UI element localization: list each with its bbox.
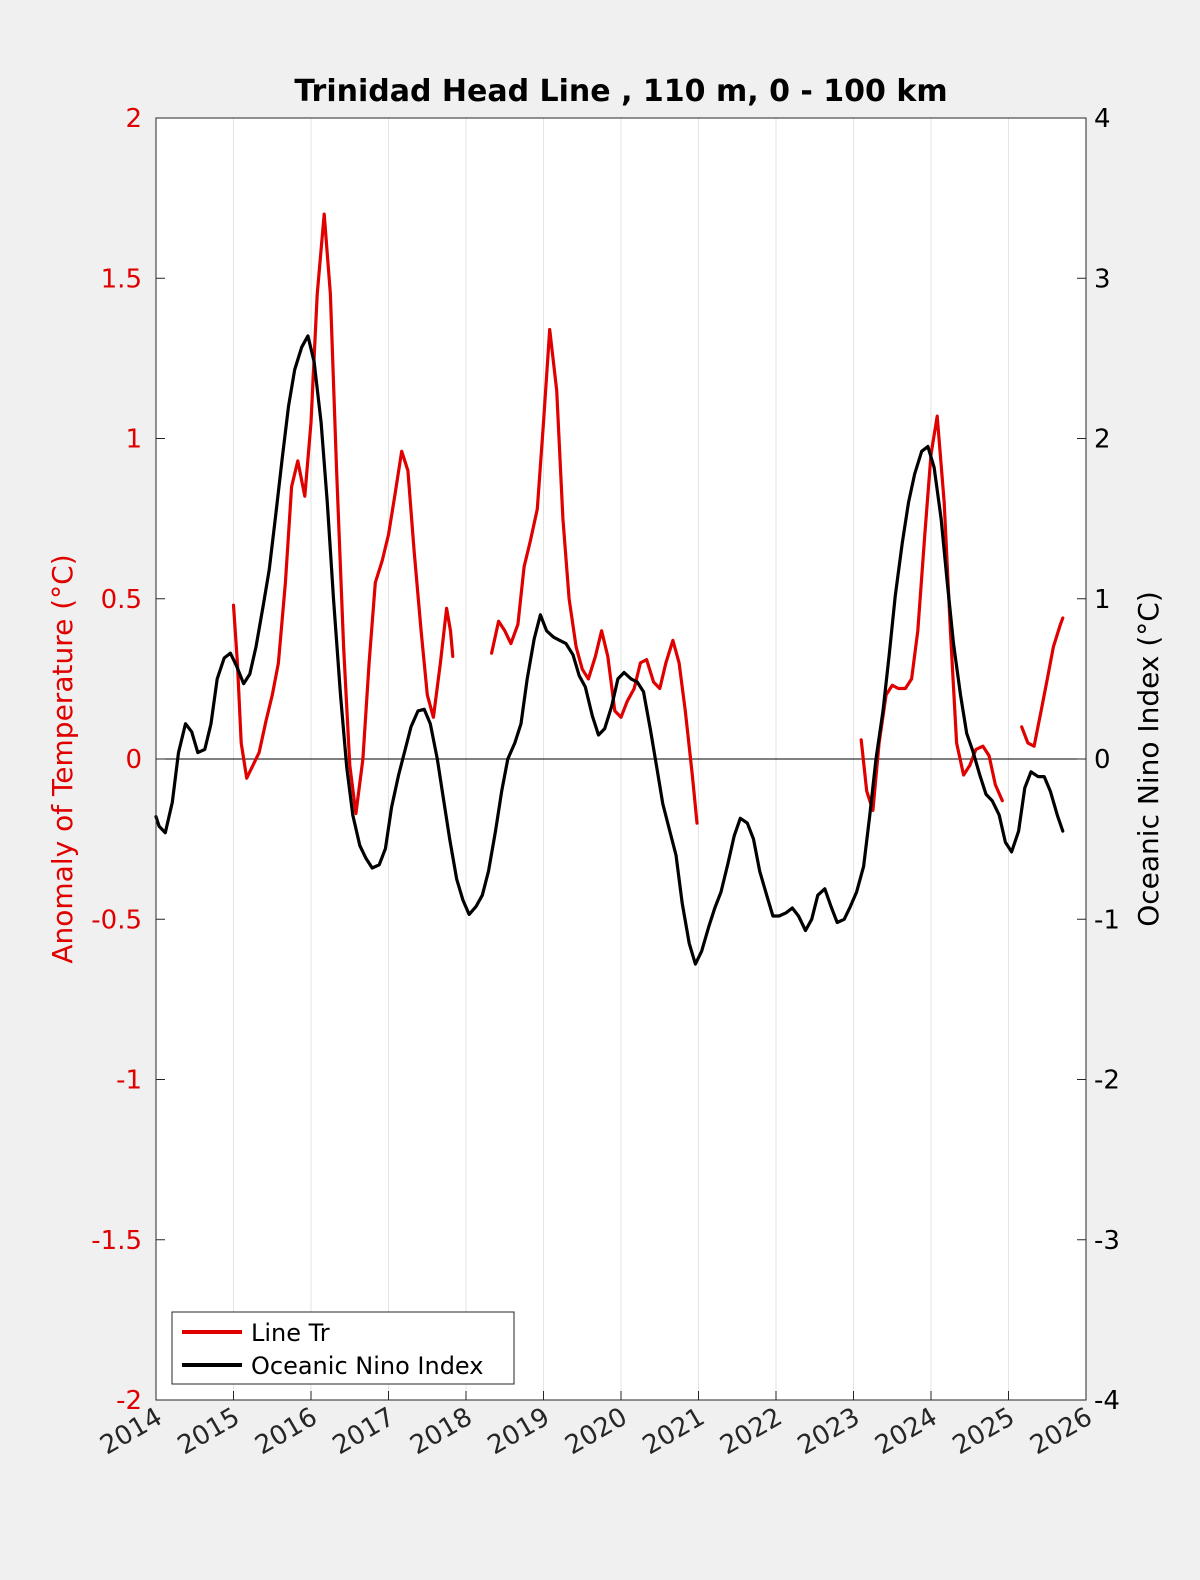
y-right-tick-label: 4: [1094, 104, 1111, 134]
y-left-tick-label: -2: [116, 1386, 142, 1416]
legend: Line Tr Oceanic Nino Index: [171, 1311, 515, 1385]
series-line-line-tr: [1020, 616, 1065, 748]
y-left-tick-label: 0.5: [101, 585, 142, 615]
chart-title: Trinidad Head Line , 110 m, 0 - 100 km: [294, 74, 947, 109]
y-right-tick-label: 2: [1094, 425, 1111, 455]
legend-label-oni: Oceanic Nino Index: [251, 1352, 483, 1380]
y-left-tick-label: 2: [125, 104, 142, 134]
y-left-tick-label: 1: [125, 425, 142, 455]
y-left-tick-label: -1.5: [91, 1226, 142, 1256]
y-right-tick-label: 3: [1094, 264, 1111, 294]
series-lines: [154, 212, 1065, 966]
y-axis-right-label: Oceanic Nino Index (°C): [1132, 591, 1165, 927]
series-line-line-tr: [490, 327, 699, 825]
y-right-tick-label: -2: [1094, 1066, 1120, 1096]
y-left-tick-label: 1.5: [101, 264, 142, 294]
y-left-tick-label: -0.5: [91, 905, 142, 935]
y-right-tick-label: -1: [1094, 905, 1120, 935]
y-right-tick-label: 1: [1094, 585, 1111, 615]
y-left-tick-label: 0: [125, 745, 142, 775]
y-left-tick-label: -1: [116, 1066, 142, 1096]
y-axis-left-label: Anomaly of Temperature (°C): [46, 554, 79, 963]
series-line-oni: [154, 334, 1065, 966]
y-right-tick-label: 0: [1094, 745, 1111, 775]
legend-box: [171, 1311, 515, 1385]
legend-label-line-tr: Line Tr: [251, 1319, 330, 1347]
y-right-tick-label: -4: [1094, 1386, 1120, 1416]
series-line-line-tr: [231, 212, 455, 816]
y-right-tick-label: -3: [1094, 1226, 1120, 1256]
